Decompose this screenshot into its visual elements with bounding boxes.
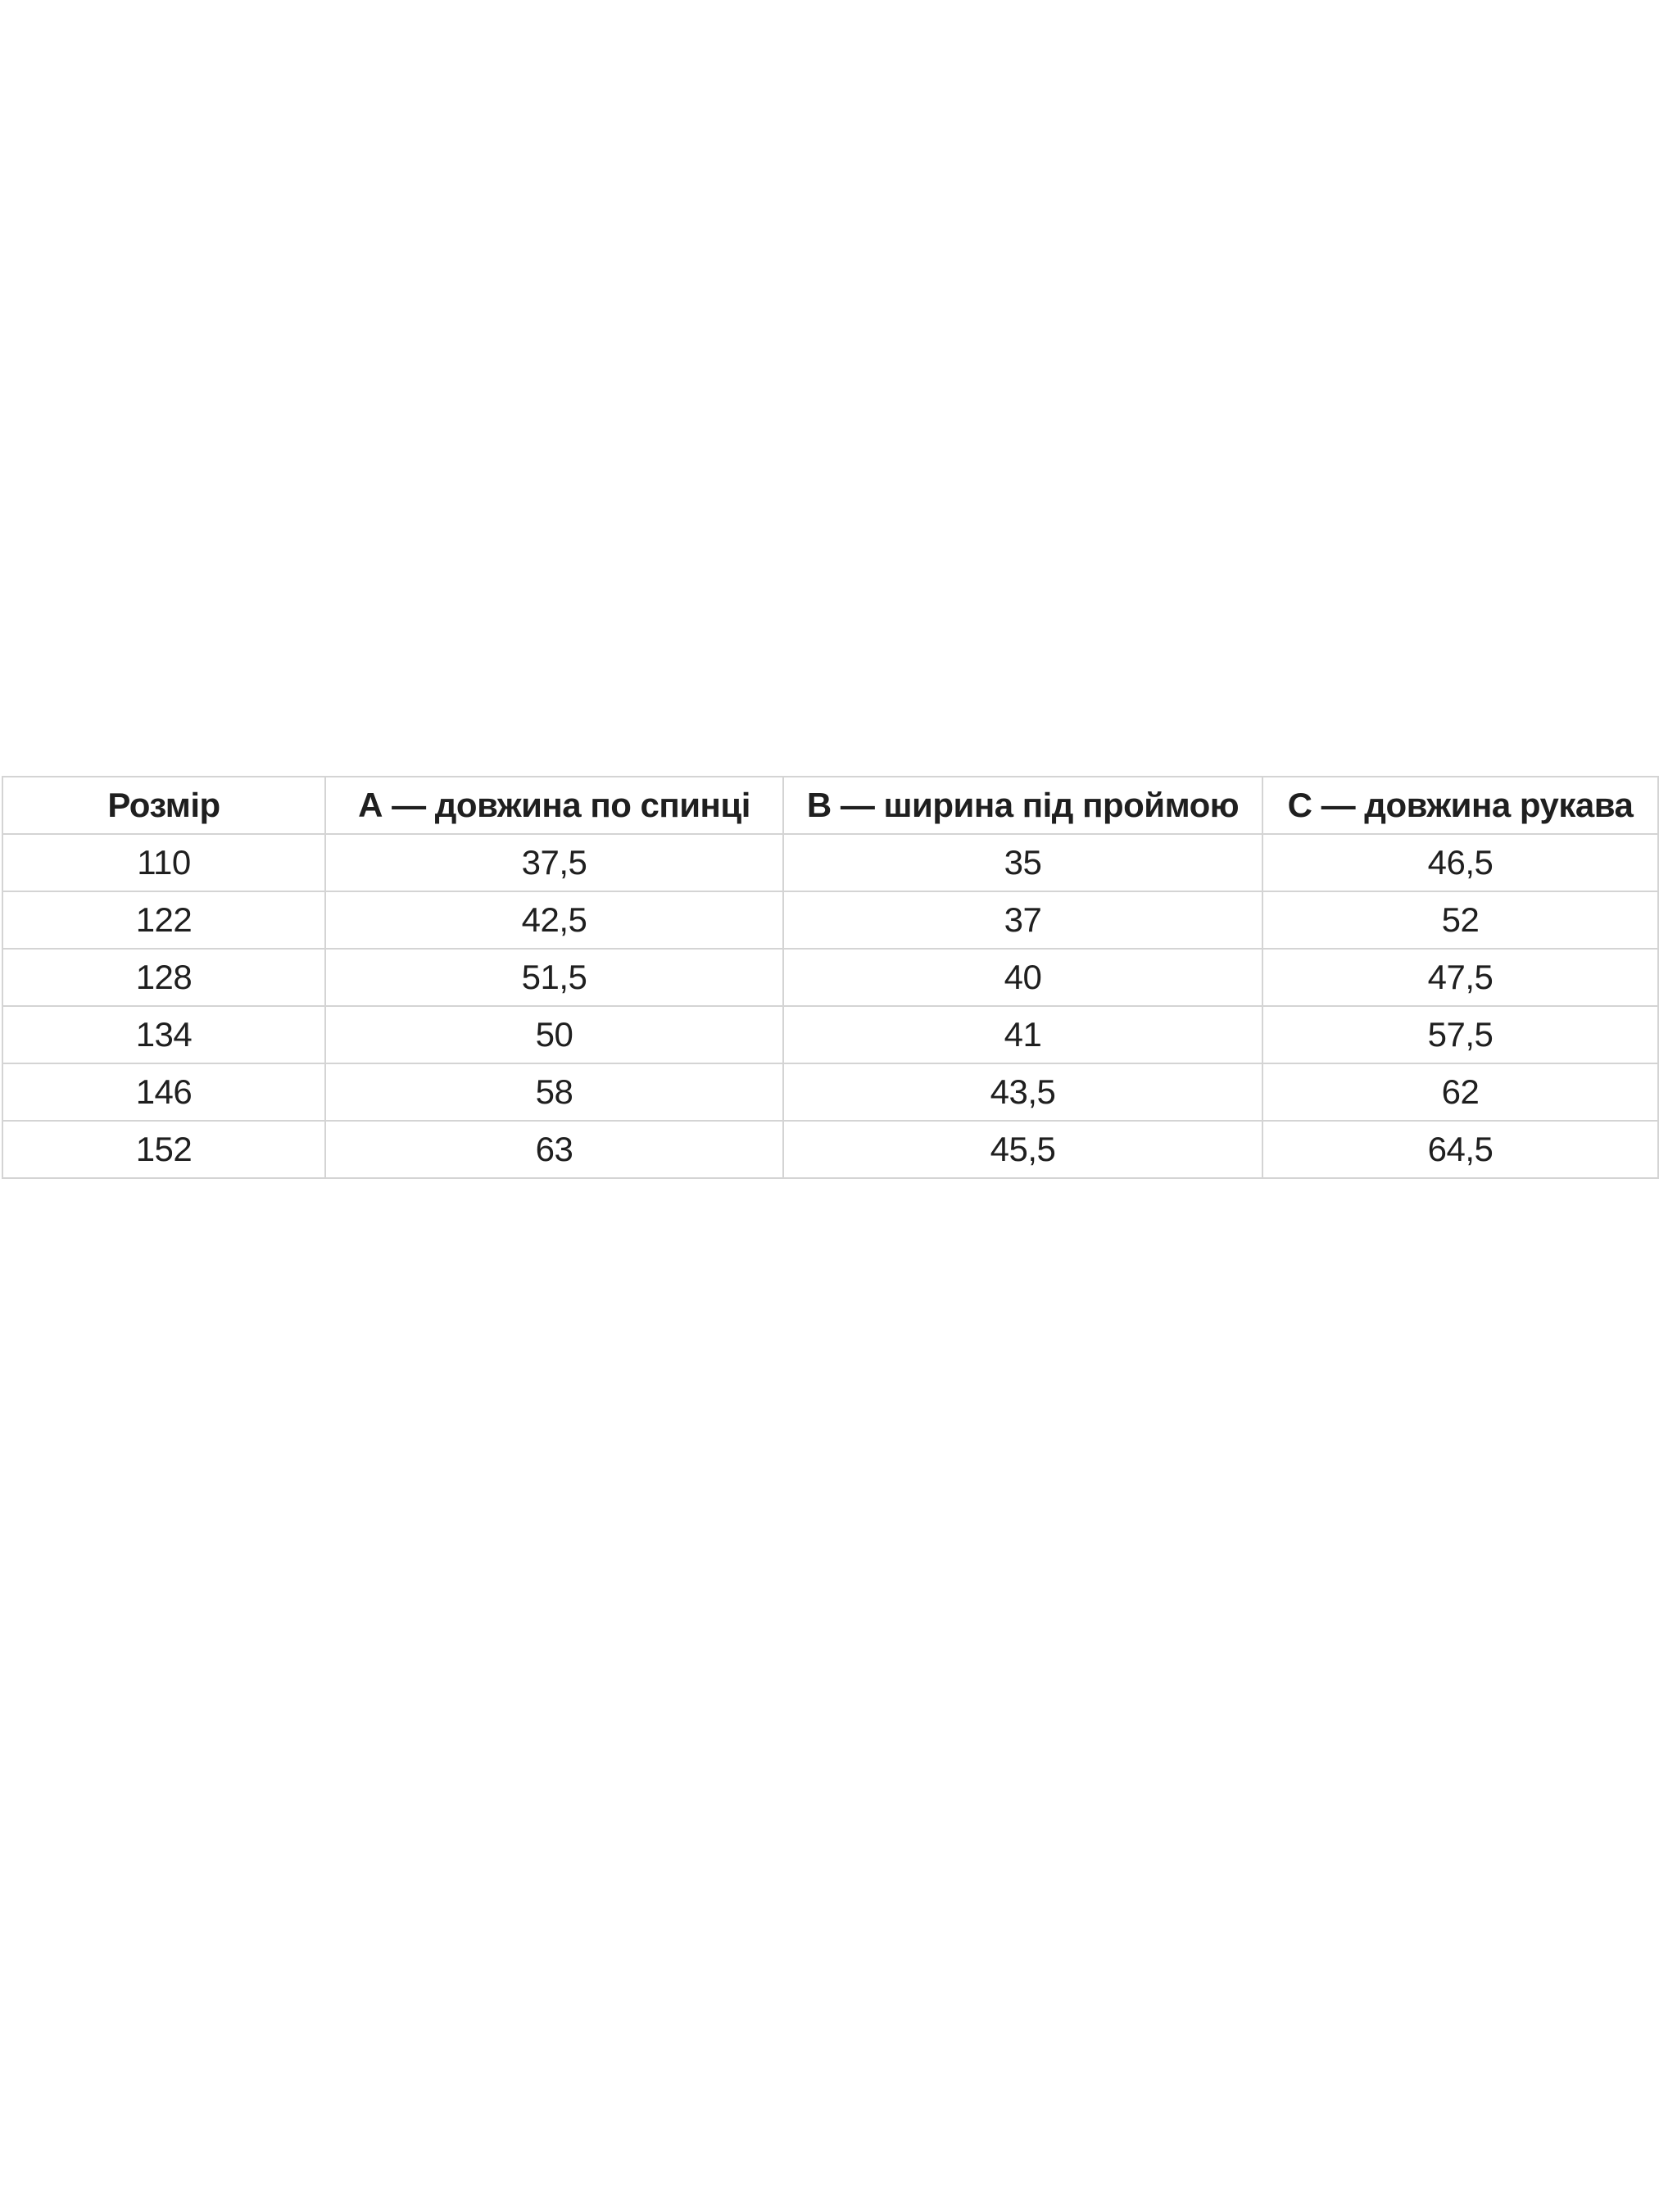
table-cell: 46,5: [1262, 833, 1659, 892]
table-row: 146 58 43,5 62: [2, 1063, 1659, 1122]
size-chart-header: Розмір А — довжина по спинці В — ширина …: [2, 776, 1659, 835]
column-header-armpit-width: В — ширина під проймою: [782, 776, 1263, 835]
table-row: 134 50 41 57,5: [2, 1005, 1659, 1064]
table-cell: 128: [2, 948, 326, 1007]
table-cell: 45,5: [782, 1120, 1263, 1179]
table-cell: 152: [2, 1120, 326, 1179]
table-cell: 63: [324, 1120, 784, 1179]
table-cell: 51,5: [324, 948, 784, 1007]
table-row: 152 63 45,5 64,5: [2, 1120, 1659, 1179]
table-cell: 64,5: [1262, 1120, 1659, 1179]
table-cell: 42,5: [324, 891, 784, 950]
table-row: 122 42,5 37 52: [2, 891, 1659, 950]
column-header-sleeve-length: С — довжина рукава: [1262, 776, 1659, 835]
table-cell: 50: [324, 1005, 784, 1064]
table-cell: 37: [782, 891, 1263, 950]
table-cell: 52: [1262, 891, 1659, 950]
size-chart-table: Розмір А — довжина по спинці В — ширина …: [2, 776, 1659, 1179]
size-chart-body: 110 37,5 35 46,5 122 42,5 37 52 128 51,5 40 47,5 134…: [2, 833, 1659, 1179]
table-cell: 41: [782, 1005, 1263, 1064]
table-cell: 110: [2, 833, 326, 892]
table-cell: 62: [1262, 1063, 1659, 1122]
table-cell: 40: [782, 948, 1263, 1007]
table-cell: 57,5: [1262, 1005, 1659, 1064]
table-cell: 43,5: [782, 1063, 1263, 1122]
table-cell: 122: [2, 891, 326, 950]
header-row: Розмір А — довжина по спинці В — ширина …: [2, 776, 1659, 835]
table-row: 110 37,5 35 46,5: [2, 833, 1659, 892]
column-header-back-length: А — довжина по спинці: [324, 776, 784, 835]
table-cell: 35: [782, 833, 1263, 892]
table-cell: 37,5: [324, 833, 784, 892]
table-cell: 134: [2, 1005, 326, 1064]
column-header-size: Розмір: [2, 776, 326, 835]
table-cell: 58: [324, 1063, 784, 1122]
table-cell: 146: [2, 1063, 326, 1122]
table-cell: 47,5: [1262, 948, 1659, 1007]
table-row: 128 51,5 40 47,5: [2, 948, 1659, 1007]
